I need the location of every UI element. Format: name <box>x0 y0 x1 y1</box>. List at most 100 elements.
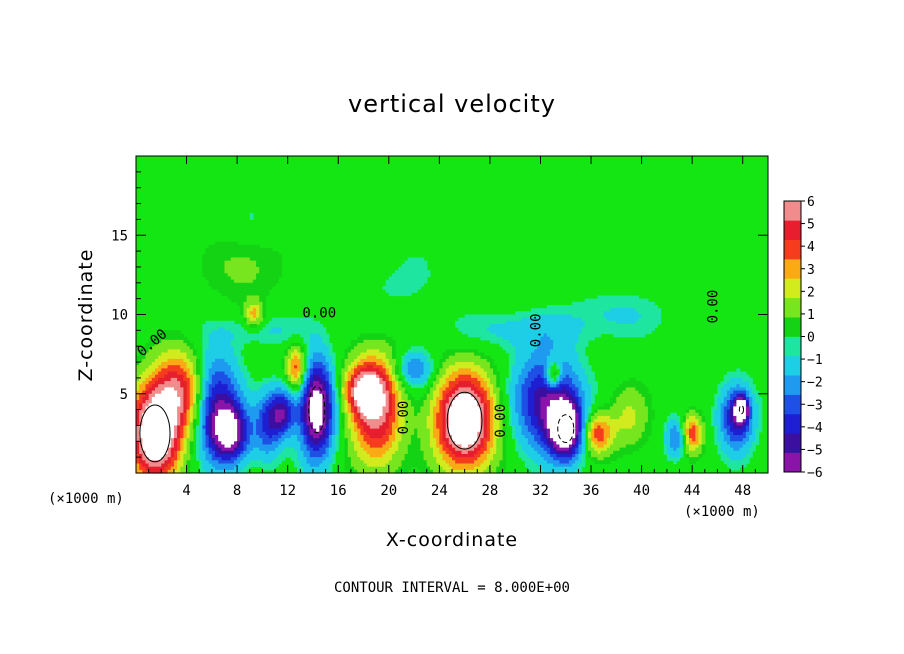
heatmap-cell <box>306 343 311 347</box>
heatmap-cell <box>170 330 175 335</box>
heatmap-cell <box>294 343 298 347</box>
heatmap-cell <box>755 406 760 411</box>
heatmap-cell <box>249 377 254 382</box>
heatmap-cell <box>208 263 213 268</box>
heatmap-cell <box>262 412 267 417</box>
heatmap-cell <box>420 270 425 274</box>
heatmap-cell <box>357 362 361 366</box>
heatmap-cell <box>328 390 333 395</box>
heatmap-cell <box>177 355 181 360</box>
heatmap-cell <box>284 400 289 404</box>
heatmap-cell <box>215 257 219 262</box>
heatmap-cell <box>594 384 598 389</box>
heatmap-cell <box>521 390 526 395</box>
heatmap-cell <box>373 377 377 382</box>
heatmap-cell <box>575 327 579 331</box>
heatmap-cell <box>423 412 428 417</box>
heatmap-cell <box>167 368 172 373</box>
heatmap-cell <box>271 317 276 322</box>
heatmap-cell <box>474 358 478 363</box>
heatmap-cell <box>613 298 617 303</box>
heatmap-cell <box>600 409 605 414</box>
heatmap-cell <box>233 403 238 408</box>
heatmap-cell <box>401 279 406 284</box>
heatmap-cell <box>202 406 207 411</box>
heatmap-cell <box>410 377 415 382</box>
heatmap-cell <box>568 327 573 331</box>
heatmap-cell <box>158 368 162 373</box>
heatmap-cell <box>398 273 403 278</box>
heatmap-cell <box>489 365 494 369</box>
heatmap-cell <box>237 251 241 255</box>
heatmap-cell <box>625 311 630 316</box>
heatmap-cell <box>429 390 434 395</box>
heatmap-cell <box>445 387 450 392</box>
heatmap-cell <box>543 330 548 335</box>
heatmap-cell <box>151 393 156 398</box>
heatmap-cell <box>619 320 624 325</box>
heatmap-cell <box>420 282 425 287</box>
heatmap-cell <box>436 368 440 373</box>
heatmap-cell <box>249 279 254 284</box>
heatmap-cell <box>142 384 147 389</box>
heatmap-cell <box>518 396 523 401</box>
heatmap-cell <box>360 403 365 408</box>
heatmap-cell <box>173 349 178 354</box>
heatmap-cell <box>496 409 500 414</box>
heatmap-cell <box>543 406 548 411</box>
heatmap-cell <box>581 390 586 395</box>
heatmap-cell <box>531 339 535 344</box>
heatmap-cell <box>388 346 393 350</box>
heatmap-cell <box>543 346 548 350</box>
heatmap-cell <box>464 371 469 376</box>
heatmap-cell <box>177 390 181 395</box>
heatmap-cell <box>584 343 589 347</box>
heatmap-cell <box>736 377 741 382</box>
heatmap-cell <box>319 352 324 357</box>
heatmap-cell <box>606 308 611 312</box>
heatmap-cell <box>271 400 276 404</box>
heatmap-cell <box>493 409 497 414</box>
heatmap-cell <box>230 365 235 369</box>
heatmap-cell <box>388 381 393 385</box>
heatmap-cell <box>246 371 251 376</box>
heatmap-cell <box>306 387 311 392</box>
heatmap-cell <box>486 393 491 398</box>
heatmap-cell <box>262 330 267 335</box>
heatmap-cell <box>227 400 232 404</box>
heatmap-cell <box>591 400 595 404</box>
heatmap-cell <box>414 282 418 287</box>
heatmap-cell <box>287 362 292 366</box>
heatmap-cell <box>325 374 330 379</box>
heatmap-cell <box>357 400 361 404</box>
heatmap-cell <box>587 301 592 306</box>
heatmap-cell <box>711 406 715 411</box>
heatmap-cell <box>594 301 598 306</box>
heatmap-cell <box>357 412 361 417</box>
heatmap-cell <box>347 403 352 408</box>
heatmap-cell <box>373 362 377 366</box>
heatmap-cell <box>407 263 412 268</box>
heatmap-cell <box>622 390 627 395</box>
heatmap-cell <box>546 352 551 357</box>
heatmap-cell <box>603 314 608 319</box>
heatmap-cell <box>407 273 412 278</box>
heatmap-cell <box>395 393 399 398</box>
heatmap-cell <box>515 355 519 360</box>
heatmap-cell <box>733 381 737 385</box>
heatmap-cell <box>240 301 245 306</box>
heatmap-cell <box>398 403 403 408</box>
heatmap-cell <box>243 298 248 303</box>
heatmap-cell <box>268 254 273 259</box>
heatmap-cell <box>202 254 207 259</box>
heatmap-cell <box>136 406 140 411</box>
heatmap-cell <box>439 362 444 366</box>
heatmap-cell <box>480 327 485 331</box>
heatmap-cell <box>619 384 624 389</box>
heatmap-cell <box>518 412 523 417</box>
heatmap-cell <box>237 371 241 376</box>
heatmap-cell <box>300 365 305 369</box>
heatmap-cell <box>287 352 292 357</box>
heatmap-cell <box>215 362 219 366</box>
heatmap-cell <box>414 381 418 385</box>
